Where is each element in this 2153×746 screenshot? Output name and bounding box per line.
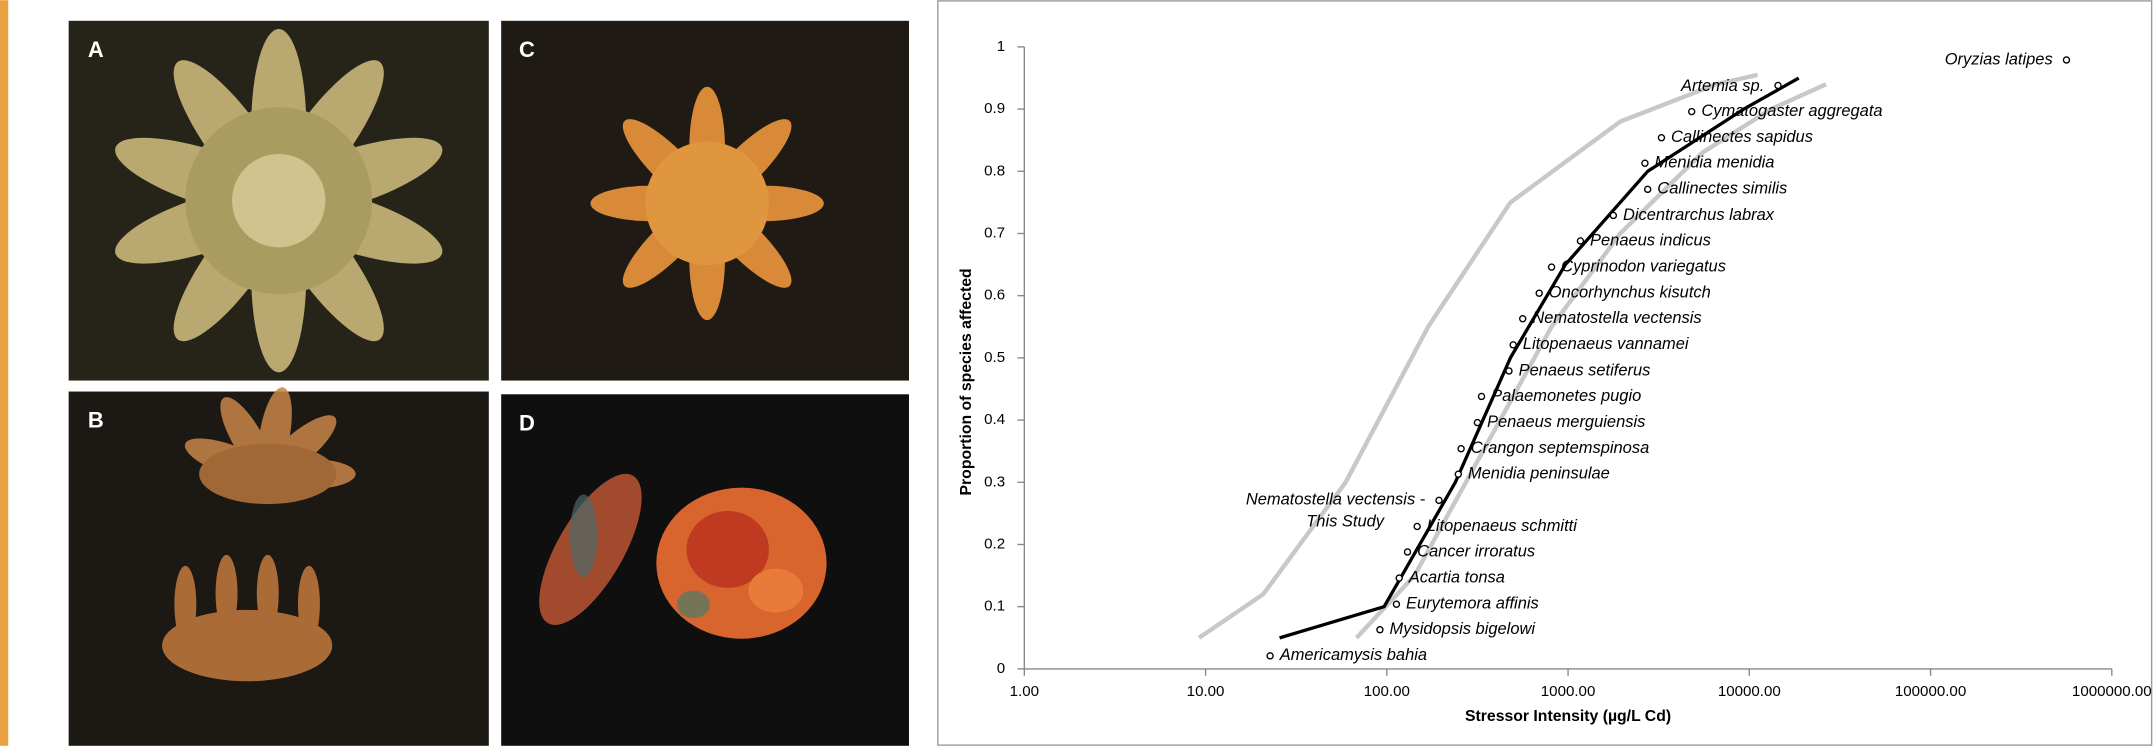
species-label: Palaemonetes pugio [1491,387,1641,405]
species-point [1610,212,1616,218]
species-label: Artemia sp. [1680,77,1764,95]
panel-label: B [88,408,104,433]
y-tick-label: 0.2 [984,535,1005,552]
species-label: Cancer irroratus [1417,542,1535,560]
species-point [1436,497,1442,503]
species-label: Oryzias latipes [1945,50,2053,68]
species-label: Penaeus indicus [1590,231,1711,249]
species-point [1377,627,1383,633]
species-point [1414,523,1420,529]
page: A C B D [0,0,2153,746]
y-tick-label: 0.8 [984,162,1005,179]
species-point [1775,82,1781,88]
species-point [1474,420,1480,426]
species-label: Dicentrarchus labrax [1623,206,1775,224]
species-point [1520,316,1526,322]
species-point [1658,135,1664,141]
species-point [1404,549,1410,555]
species-point [1645,186,1651,192]
species-point [1455,471,1461,477]
y-tick-label: 0.6 [984,287,1005,304]
y-axis-title: Proportion of species affected [958,268,975,495]
x-tick-label: 1000.00 [1541,683,1596,700]
species-point [1506,368,1512,374]
species-point [1510,342,1516,348]
species-label: Callinectes similis [1657,180,1787,198]
species-label: Oncorhynchus kisutch [1549,284,1711,302]
x-tick-label: 10000.00 [1718,683,1781,700]
y-tick-label: 0.7 [984,224,1005,241]
species-point [2063,57,2069,63]
y-tick-label: 1 [997,38,1005,55]
species-point [1577,238,1583,244]
species-label: Menidia peninsulae [1468,465,1610,483]
species-label: Mysidopsis bigelowi [1390,620,1537,638]
species-label: This Study [1306,513,1386,531]
species-label: Eurytemora affinis [1406,595,1539,613]
y-tick-label: 0 [997,660,1005,677]
species-point [1478,393,1484,399]
species-label: Menidia menidia [1655,154,1775,172]
species-label: Nematostella vectensis [1532,309,1701,327]
species-label: Litopenaeus vannamei [1523,335,1690,353]
x-tick-label: 100000.00 [1895,683,1966,700]
species-point [1393,601,1399,607]
species-label: Penaeus merguiensis [1487,413,1645,431]
x-tick-label: 10.00 [1187,683,1225,700]
panel-label: A [88,37,104,62]
panel-label: D [519,410,535,435]
x-tick-label: 1000000.00 [2072,683,2152,700]
x-axis-title: Stressor Intensity (µg/L Cd) [1465,708,1671,725]
x-tick-label: 1.00 [1010,683,1039,700]
y-tick-label: 0.4 [984,411,1005,428]
species-label: Litopenaeus schmitti [1427,517,1578,535]
species-point [1549,264,1555,270]
x-tick-label: 100.00 [1364,683,1410,700]
y-tick-label: 0.3 [984,473,1005,490]
species-label: Penaeus setiferus [1519,361,1651,379]
species-point [1536,290,1542,296]
species-label: Cymatogaster aggregata [1701,102,1882,120]
side-strip [0,0,8,746]
species-label: Callinectes sapidus [1671,128,1813,146]
species-label: Crangon septemspinosa [1471,439,1650,457]
y-tick-label: 0.5 [984,349,1005,366]
species-label: Acartia tonsa [1408,568,1505,586]
species-label: Nematostella vectensis - [1246,491,1426,509]
species-label: Cyprinodon variegatus [1561,257,1726,275]
organism-c [590,87,823,320]
y-tick-label: 0.9 [984,100,1005,117]
species-point [1396,575,1402,581]
species-point [1642,160,1648,166]
species-point [1267,653,1273,659]
species-point [1689,109,1695,115]
figure: A C B D [0,0,2153,746]
species-point [1458,446,1464,452]
panel-label: C [519,37,535,62]
y-tick-label: 0.1 [984,598,1005,615]
species-label: Americamysis bahia [1279,646,1427,664]
